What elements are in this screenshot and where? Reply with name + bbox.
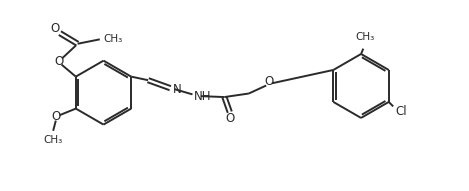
Text: CH₃: CH₃ xyxy=(44,135,63,145)
Text: O: O xyxy=(54,55,64,69)
Text: O: O xyxy=(226,112,235,125)
Text: NH: NH xyxy=(194,90,212,103)
Text: Cl: Cl xyxy=(396,105,408,118)
Text: O: O xyxy=(51,22,60,35)
Text: N: N xyxy=(173,83,182,96)
Text: O: O xyxy=(265,75,274,88)
Text: O: O xyxy=(51,110,61,123)
Text: CH₃: CH₃ xyxy=(356,32,375,42)
Text: CH₃: CH₃ xyxy=(103,34,122,44)
